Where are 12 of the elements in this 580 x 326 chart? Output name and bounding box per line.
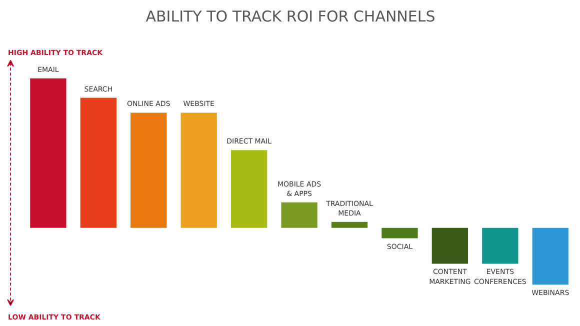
bar: [180, 112, 217, 228]
bar: [382, 228, 418, 238]
chart-title: ABILITY TO TRACK ROI FOR CHANNELS: [146, 8, 436, 26]
bar: [281, 202, 318, 228]
bar: [432, 228, 468, 264]
bar: [331, 222, 368, 228]
bar: [230, 150, 268, 228]
bar: [80, 98, 116, 228]
bar: [532, 228, 568, 285]
bar: [30, 78, 66, 228]
bar: [482, 228, 518, 264]
bar: [130, 112, 167, 228]
